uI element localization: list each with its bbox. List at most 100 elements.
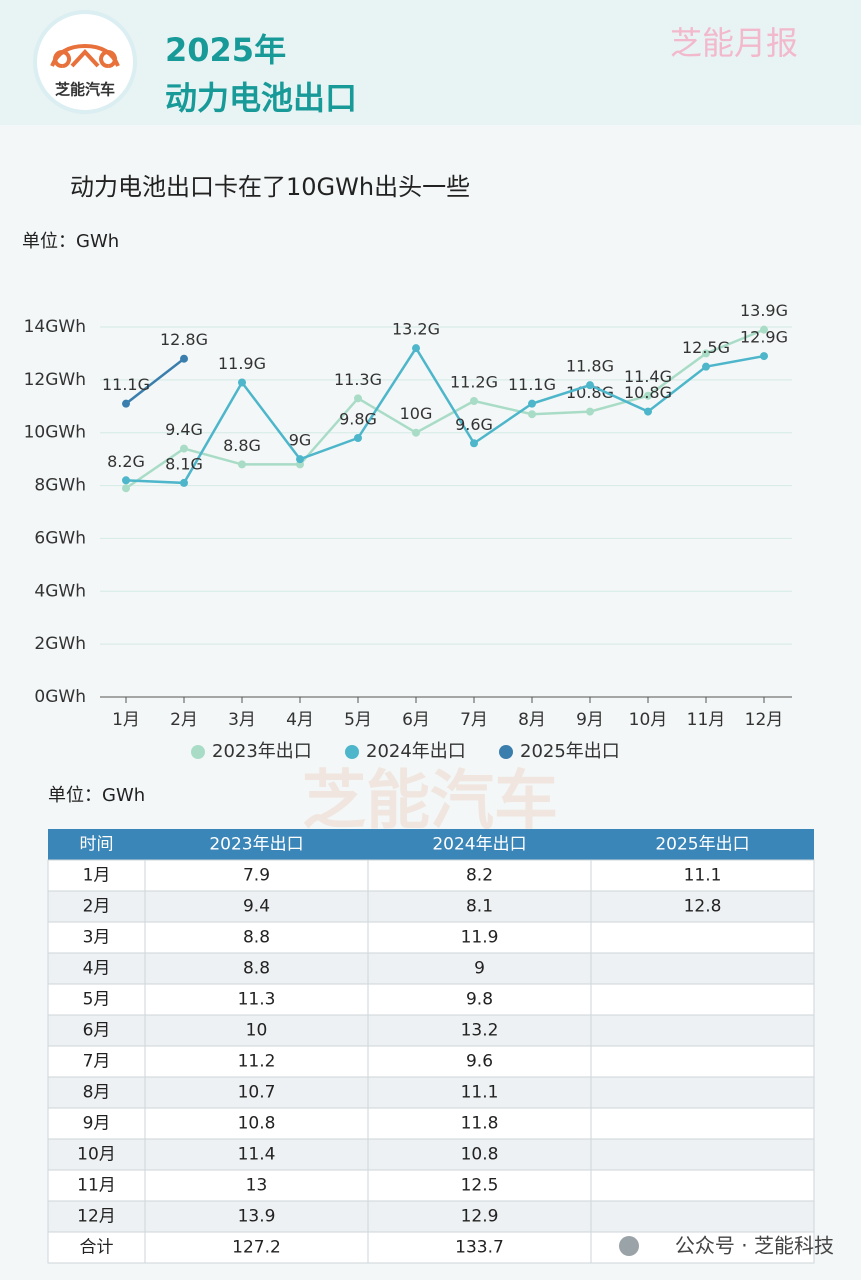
data-label: 10.8G xyxy=(624,383,672,402)
data-label: 13.9G xyxy=(740,301,788,320)
table-cell: 9.4 xyxy=(243,897,270,917)
series-point xyxy=(354,394,362,403)
data-label: 11.9G xyxy=(218,354,266,373)
series-point xyxy=(238,460,246,469)
header-band xyxy=(0,0,861,125)
table-cell: 10 xyxy=(246,1021,268,1041)
logo xyxy=(33,10,137,114)
table-row xyxy=(47,1200,815,1233)
table-cell: 5月 xyxy=(83,990,111,1010)
series-point xyxy=(760,325,768,334)
y-tick-label: 0GWh xyxy=(34,687,86,707)
data-label: 9G xyxy=(289,431,312,450)
data-label: 11.1G xyxy=(508,375,556,394)
series-point xyxy=(412,344,420,353)
table-cell: 8月 xyxy=(83,1083,111,1103)
table-row xyxy=(47,952,815,985)
series-point xyxy=(702,349,710,358)
x-tick-label: 12月 xyxy=(745,710,784,730)
table-header-cell: 2025年出口 xyxy=(655,835,749,855)
x-tick-label: 5月 xyxy=(344,710,372,730)
table-cell: 8.1 xyxy=(466,897,493,917)
data-label: 9.8G xyxy=(339,410,377,429)
x-tick-label: 9月 xyxy=(576,710,604,730)
data-label: 10G xyxy=(400,404,433,423)
table-cell: 12.8 xyxy=(684,897,722,917)
x-tick-label: 6月 xyxy=(402,710,430,730)
x-tick-label: 3月 xyxy=(228,710,256,730)
table-cell: 11.4 xyxy=(238,1145,276,1165)
y-tick-label: 6GWh xyxy=(34,528,86,548)
data-label: 11.4G xyxy=(624,367,672,386)
series-point xyxy=(180,444,188,453)
series-point xyxy=(470,439,478,448)
series-line xyxy=(125,345,765,485)
series-point xyxy=(354,434,362,442)
table-cell: 7月 xyxy=(83,1052,111,1072)
logo-text: 芝能汽车 xyxy=(55,81,115,99)
table-cell: 12.5 xyxy=(461,1176,499,1196)
data-label: 9.4G xyxy=(165,420,203,439)
legend-swatch xyxy=(499,745,513,759)
table-cell: 11.2 xyxy=(238,1052,276,1072)
data-label: 8.8G xyxy=(223,436,261,455)
table-row xyxy=(47,1045,815,1078)
x-tick-label: 4月 xyxy=(286,710,314,730)
table-row xyxy=(47,983,815,1016)
table-row xyxy=(47,1231,815,1264)
table-cell: 13 xyxy=(246,1176,268,1196)
table-cell: 11.3 xyxy=(238,990,276,1010)
watermark: 芝能汽车 xyxy=(302,765,558,839)
table-cell: 9.6 xyxy=(466,1052,493,1072)
footer: 公众号 · 芝能科技 xyxy=(675,1234,834,1258)
series-point xyxy=(644,391,652,400)
chart-title: 动力电池出口卡在了10GWh出头一些 xyxy=(70,173,470,201)
x-tick-label: 10月 xyxy=(629,710,668,730)
y-tick-label: 14GWh xyxy=(24,317,86,337)
table-row xyxy=(47,1076,815,1109)
data-label: 11.8G xyxy=(566,357,614,376)
logo-icon xyxy=(50,43,120,68)
table-cell: 1月 xyxy=(83,866,111,886)
series-point xyxy=(586,407,594,416)
table-header-cell: 2023年出口 xyxy=(209,835,303,855)
table-row xyxy=(47,1138,815,1171)
table-row xyxy=(47,1014,815,1047)
series-line xyxy=(125,328,765,490)
table-row xyxy=(47,1107,815,1140)
table-row xyxy=(47,890,815,923)
table-cell: 4月 xyxy=(83,959,111,979)
series-point xyxy=(122,476,130,485)
series-point xyxy=(760,352,768,361)
series-point xyxy=(296,455,304,464)
data-label: 12.9G xyxy=(740,328,788,347)
x-tick-label: 2月 xyxy=(170,710,198,730)
table-cell: 12月 xyxy=(77,1207,116,1227)
series-point xyxy=(586,381,594,390)
table-header-cell: 时间 xyxy=(80,835,114,855)
series-point xyxy=(180,478,188,487)
data-label: 12.5G xyxy=(682,338,730,357)
table-cell: 11.9 xyxy=(461,928,499,948)
y-tick-label: 4GWh xyxy=(34,581,86,601)
table-cell: 9.8 xyxy=(466,990,493,1010)
table-cell: 133.7 xyxy=(455,1238,504,1258)
table-cell: 11.8 xyxy=(461,1114,499,1134)
table-cell: 3月 xyxy=(83,928,111,948)
footer-icon xyxy=(619,1236,639,1256)
y-tick-label: 12GWh xyxy=(24,370,86,390)
table-cell: 8.8 xyxy=(243,959,270,979)
table-cell: 6月 xyxy=(83,1021,111,1041)
data-label: 12.8G xyxy=(160,330,208,349)
brand: 芝能月报 xyxy=(670,24,798,62)
data-label: 9.6G xyxy=(455,415,493,434)
table-cell: 10月 xyxy=(77,1145,116,1165)
data-label: 11.1G xyxy=(102,375,150,394)
table-cell: 10.8 xyxy=(238,1114,276,1134)
y-tick-label: 8GWh xyxy=(34,476,86,496)
table-cell: 13.2 xyxy=(461,1021,499,1041)
series-point xyxy=(412,428,420,437)
legend-label: 2024年出口 xyxy=(366,741,466,762)
series-point xyxy=(702,362,710,371)
series-point xyxy=(528,410,536,419)
